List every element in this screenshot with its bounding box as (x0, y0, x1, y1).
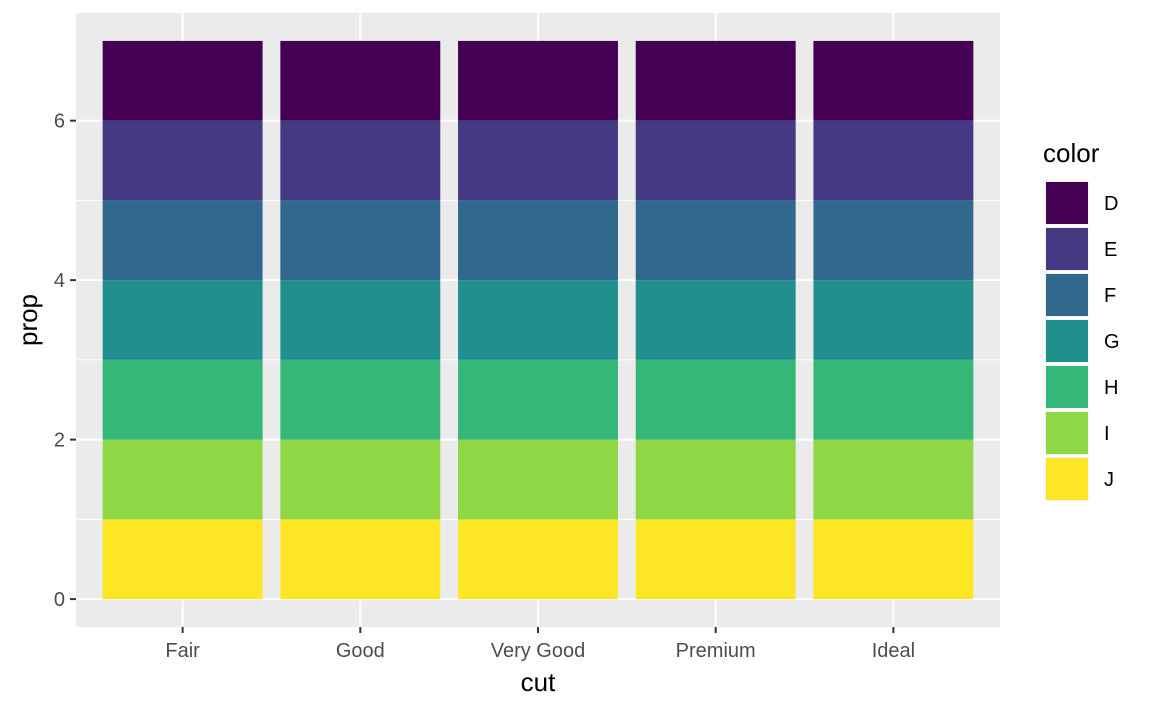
legend-key-g (1046, 320, 1088, 362)
bar-segment-fair-f (102, 200, 263, 281)
x-tick-label: Good (336, 640, 385, 662)
bar-segment-good-g (280, 280, 441, 360)
legend-label-i: I (1104, 423, 1110, 445)
bar-segment-ideal-g (813, 280, 974, 360)
bar-segment-premium-i (635, 439, 796, 520)
bar-segment-good-i (280, 439, 441, 520)
bar-segment-good-j (280, 519, 441, 600)
y-tick-label: 6 (54, 111, 65, 133)
legend-label-h: H (1104, 377, 1118, 399)
bars (102, 40, 974, 600)
bar-segment-fair-h (102, 359, 263, 440)
legend-label-e: E (1104, 239, 1117, 261)
bar-segment-good-f (280, 200, 441, 281)
x-tick-label: Premium (676, 640, 756, 662)
bar-segment-premium-h (635, 359, 796, 440)
bar-segment-good-e (280, 120, 441, 201)
bar-segment-premium-j (635, 519, 796, 600)
y-tick-label: 4 (54, 270, 65, 292)
bar-segment-very-good-d (458, 40, 618, 121)
legend-label-j: J (1104, 469, 1114, 491)
y-tick-label: 2 (54, 430, 65, 452)
legend-key-j (1046, 458, 1088, 500)
bar-segment-fair-i (102, 439, 263, 520)
y-axis-title: prop (13, 294, 43, 346)
bar-segment-ideal-i (813, 439, 974, 520)
y-axis: 0 2 4 6 (54, 111, 76, 611)
bar-segment-very-good-j (458, 519, 618, 600)
bar-segment-fair-d (102, 40, 263, 121)
bar-segment-ideal-j (813, 519, 974, 600)
legend-key-i (1046, 412, 1088, 454)
x-tick-label: Fair (165, 640, 200, 662)
bar-segment-premium-g (635, 280, 796, 360)
legend-key-h (1046, 366, 1088, 408)
y-tick-label: 0 (54, 589, 65, 611)
bar-segment-fair-e (102, 120, 263, 201)
bar-segment-premium-f (635, 200, 796, 281)
legend-label-g: G (1104, 331, 1120, 353)
legend-title: color (1043, 138, 1100, 168)
bar-segment-ideal-f (813, 200, 974, 281)
legend: color D E F G H I J (1043, 138, 1120, 501)
bar-segment-fair-j (102, 519, 263, 600)
bar-segment-very-good-e (458, 120, 618, 201)
bar-segment-good-h (280, 359, 441, 440)
bar-segment-very-good-h (458, 359, 618, 440)
bar-segment-good-d (280, 40, 441, 121)
legend-label-f: F (1104, 285, 1116, 307)
legend-key-d (1046, 182, 1088, 224)
bar-segment-fair-g (102, 280, 263, 360)
bar-segment-very-good-f (458, 200, 618, 281)
bar-segment-ideal-d (813, 40, 974, 121)
bar-segment-very-good-i (458, 439, 618, 520)
bar-segment-premium-e (635, 120, 796, 201)
bar-segment-ideal-h (813, 359, 974, 440)
x-tick-label: Ideal (872, 640, 915, 662)
bar-segment-very-good-g (458, 280, 618, 360)
x-axis-title: cut (521, 667, 556, 697)
x-axis: Fair Good Very Good Premium Ideal (165, 627, 915, 662)
bar-segment-premium-d (635, 40, 796, 121)
x-tick-label: Very Good (491, 640, 586, 662)
legend-label-d: D (1104, 193, 1118, 215)
bar-segment-ideal-e (813, 120, 974, 201)
legend-key-e (1046, 228, 1088, 270)
legend-key-f (1046, 274, 1088, 316)
